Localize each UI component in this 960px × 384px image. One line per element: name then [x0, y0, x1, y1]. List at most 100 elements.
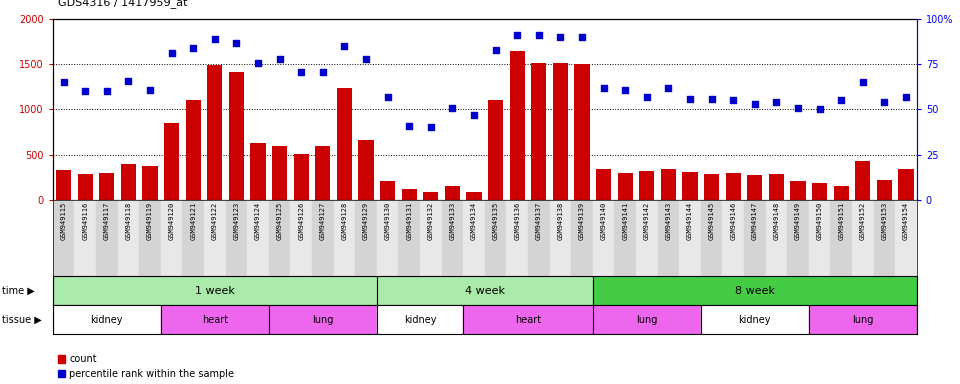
- Point: [401, 122, 417, 129]
- Point: [315, 68, 330, 74]
- Text: GSM949133: GSM949133: [449, 202, 455, 240]
- Point: [78, 88, 93, 94]
- Point: [99, 88, 114, 94]
- Bar: [248, 200, 269, 276]
- Text: GSM949146: GSM949146: [731, 202, 736, 240]
- Bar: [290, 200, 312, 276]
- Bar: [96, 200, 117, 276]
- Text: GSM949154: GSM949154: [903, 202, 909, 240]
- Bar: [182, 200, 204, 276]
- Bar: [377, 200, 398, 276]
- Bar: [485, 200, 507, 276]
- Point: [574, 34, 589, 40]
- Bar: [593, 200, 614, 276]
- Bar: [251, 143, 266, 200]
- Bar: [830, 200, 852, 276]
- Point: [704, 96, 719, 102]
- Point: [769, 99, 784, 105]
- Point: [639, 94, 655, 100]
- Bar: [683, 172, 698, 200]
- Bar: [53, 200, 75, 276]
- Bar: [614, 200, 636, 276]
- Point: [683, 96, 698, 102]
- Text: GSM949128: GSM949128: [342, 202, 348, 240]
- Text: GSM949124: GSM949124: [255, 202, 261, 240]
- Point: [444, 104, 460, 111]
- Text: GSM949140: GSM949140: [601, 202, 607, 240]
- Bar: [574, 65, 589, 200]
- Text: lung: lung: [312, 314, 333, 325]
- Text: 1 week: 1 week: [195, 286, 235, 296]
- Bar: [376, 276, 592, 305]
- Bar: [464, 305, 593, 334]
- Text: GSM949131: GSM949131: [406, 202, 412, 240]
- Bar: [74, 200, 96, 276]
- Text: GSM949130: GSM949130: [385, 202, 391, 240]
- Text: GSM949118: GSM949118: [126, 202, 132, 240]
- Bar: [398, 200, 420, 276]
- Bar: [680, 200, 701, 276]
- Text: GSM949145: GSM949145: [708, 202, 714, 240]
- Point: [660, 85, 676, 91]
- Bar: [420, 200, 442, 276]
- Text: GSM949120: GSM949120: [169, 202, 175, 240]
- Bar: [142, 166, 157, 200]
- Bar: [660, 169, 676, 200]
- Bar: [161, 200, 182, 276]
- Point: [56, 79, 71, 86]
- Text: GSM949138: GSM949138: [558, 202, 564, 240]
- Text: GSM949149: GSM949149: [795, 202, 801, 240]
- Point: [726, 98, 741, 104]
- Text: GSM949151: GSM949151: [838, 202, 844, 240]
- Text: GSM949121: GSM949121: [190, 202, 196, 240]
- Bar: [401, 189, 417, 200]
- Bar: [334, 200, 355, 276]
- Bar: [337, 88, 352, 200]
- Bar: [507, 200, 528, 276]
- Text: GSM949136: GSM949136: [515, 202, 520, 240]
- Text: GSM949119: GSM949119: [147, 202, 153, 240]
- Point: [142, 86, 157, 93]
- Bar: [874, 200, 895, 276]
- Bar: [99, 173, 114, 200]
- Bar: [592, 276, 917, 305]
- Bar: [464, 200, 485, 276]
- Bar: [139, 200, 160, 276]
- Point: [294, 68, 309, 74]
- Bar: [553, 63, 568, 200]
- Bar: [596, 169, 612, 200]
- Text: lung: lung: [852, 314, 874, 325]
- Text: GSM949122: GSM949122: [212, 202, 218, 240]
- Text: 8 week: 8 week: [734, 286, 775, 296]
- Bar: [855, 161, 871, 200]
- Bar: [833, 186, 849, 200]
- Bar: [355, 200, 377, 276]
- Bar: [704, 174, 719, 200]
- Bar: [269, 305, 376, 334]
- Bar: [510, 51, 525, 200]
- Bar: [701, 305, 808, 334]
- Point: [488, 47, 503, 53]
- Text: GSM949135: GSM949135: [492, 202, 498, 240]
- Bar: [808, 200, 830, 276]
- Text: GSM949132: GSM949132: [428, 202, 434, 240]
- Text: GSM949144: GSM949144: [687, 202, 693, 240]
- Text: GSM949142: GSM949142: [644, 202, 650, 240]
- Bar: [376, 305, 464, 334]
- Text: GSM949127: GSM949127: [320, 202, 325, 240]
- Bar: [269, 200, 291, 276]
- Text: kidney: kidney: [738, 314, 771, 325]
- Point: [855, 79, 871, 86]
- Text: GSM949115: GSM949115: [60, 202, 66, 240]
- Bar: [549, 200, 571, 276]
- Bar: [658, 200, 680, 276]
- Text: lung: lung: [636, 314, 658, 325]
- Bar: [294, 154, 309, 200]
- Bar: [56, 170, 71, 200]
- Point: [207, 36, 223, 42]
- Bar: [78, 174, 93, 200]
- Text: GSM949117: GSM949117: [104, 202, 109, 240]
- Bar: [121, 164, 136, 200]
- Point: [876, 99, 892, 105]
- Legend: count, percentile rank within the sample: count, percentile rank within the sample: [58, 354, 234, 379]
